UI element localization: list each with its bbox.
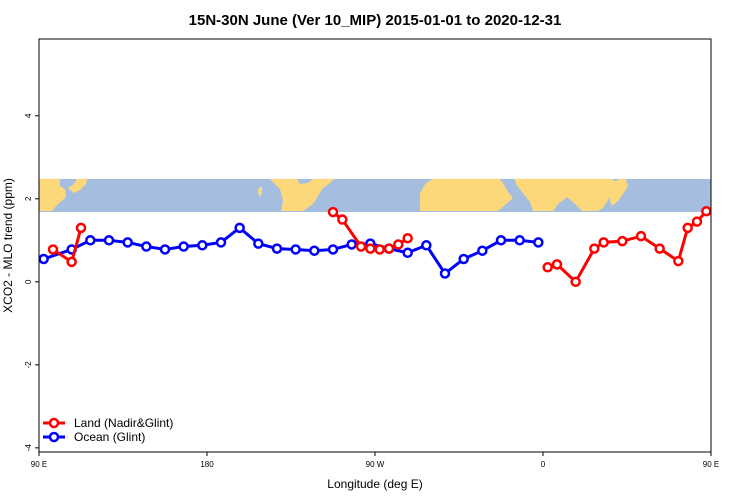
map-land-north-america [269,178,335,211]
legend-land-label: Land (Nadir&Glint) [74,416,173,430]
land-point [682,222,693,234]
ocean-point [458,253,469,265]
legend: Land (Nadir&Glint)Ocean (Glint) [43,416,173,444]
land-point [393,239,404,250]
land-point [701,206,711,217]
land-point [673,255,684,267]
land-point [589,243,600,254]
legend-land-marker [48,417,60,429]
ocean-point [346,239,357,250]
x-tick-label: 90 E [703,460,719,469]
land-point [365,243,376,254]
land-point [402,232,413,244]
land-point [374,244,385,255]
x-tick-label: 0 [541,460,546,469]
ocean-point [421,240,432,251]
y-tick-label: 4 [24,113,33,118]
y-tick-label: 0 [24,279,33,284]
land-point [654,243,665,254]
land-point [542,262,553,273]
map-land-africa [420,178,513,211]
ocean-point [85,235,96,246]
y-tick-label: -4 [24,444,33,452]
ocean-point [103,235,115,246]
series-layer [39,206,711,288]
land-point [551,259,563,270]
ocean-point [234,222,245,234]
land-point [691,216,703,227]
land-point [383,243,395,254]
land-point [355,241,367,252]
x-axis: 90 E 180 90 W 0 90 E [31,452,719,469]
ocean-point [253,238,264,249]
ocean-point [122,237,133,248]
land-point [635,230,647,242]
ocean-point [439,268,451,279]
y-tick-label: -2 [24,361,33,369]
land-point [47,244,59,255]
series-land [47,206,711,288]
x-tick-label: 90 E [31,460,47,469]
ocean-point [39,253,49,265]
map-land-taiwan [68,178,88,193]
ocean-point [271,243,283,254]
ocean-point [477,245,488,256]
map-land-arabia-india [514,178,616,211]
ocean-point [197,240,208,251]
ocean-point [514,235,525,246]
x-tick-label: 180 [200,460,214,469]
ocean-point [495,235,507,246]
map-land-mexico-island [258,186,262,197]
land-point [337,214,348,225]
ocean-point [141,241,152,252]
ocean-point [402,247,413,259]
ocean-point [178,241,189,252]
ocean-point [215,237,227,248]
land-point [570,276,581,288]
ocean-point [327,244,339,255]
world-map-band [39,178,711,213]
x-axis-label: Longitude (deg E) [327,477,422,491]
ocean-point [290,244,301,255]
ocean-point [159,244,171,255]
ocean-point [533,237,544,248]
map-land-southeast-asia [609,178,628,206]
map-land-asia [39,178,66,211]
y-tick-label: 2 [24,196,33,201]
land-point [327,206,339,218]
land-point [617,235,628,247]
chart-title: 15N-30N June (Ver 10_MIP) 2015-01-01 to … [189,12,562,29]
legend-ocean-marker [48,431,60,443]
series-ocean [39,222,544,279]
legend-ocean-label: Ocean (Glint) [74,430,145,444]
land-point [598,237,609,248]
land-point [75,222,87,234]
y-axis-label: XCO2 - MLO trend (ppm) [1,178,15,313]
ocean-point [309,245,320,256]
x-tick-label: 90 W [366,460,385,469]
land-point [66,256,77,268]
y-axis: -4 -2 0 2 4 [24,113,39,451]
